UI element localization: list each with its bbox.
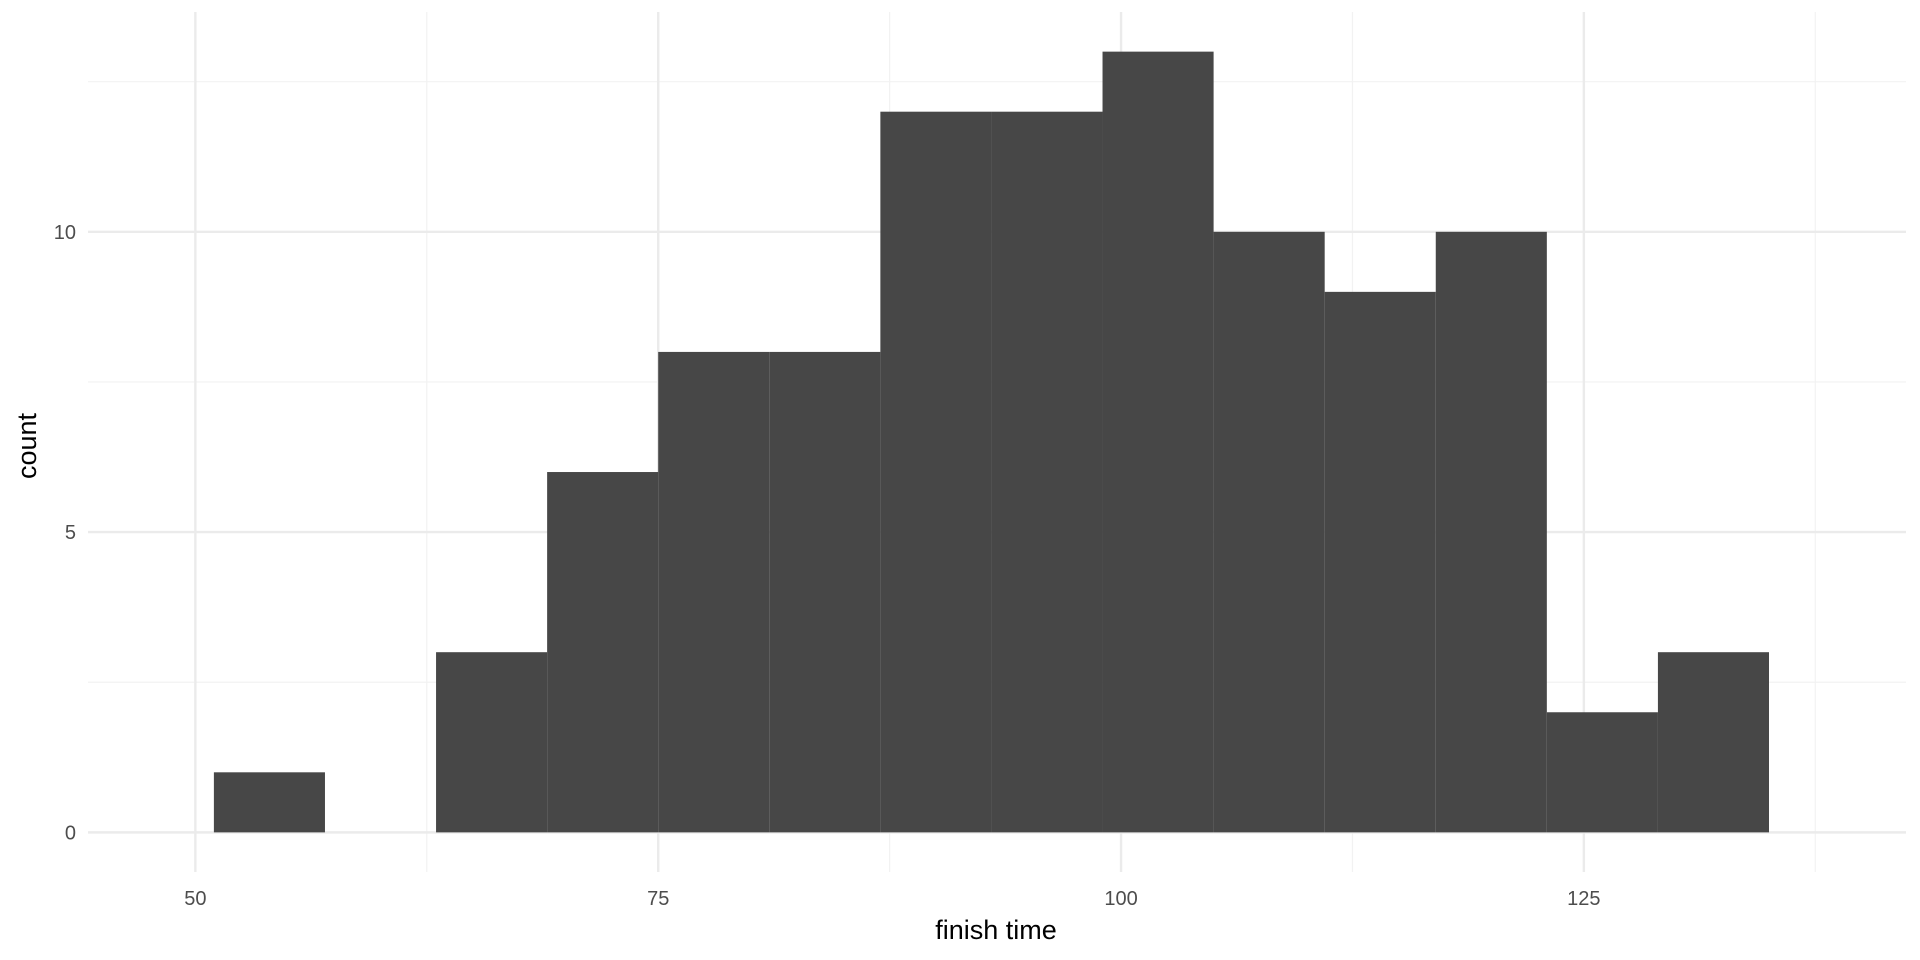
- x-tick-label: 125: [1567, 888, 1600, 910]
- x-tick-label: 100: [1104, 888, 1137, 910]
- y-tick-label: 0: [65, 822, 76, 844]
- histogram-bar: [547, 472, 659, 833]
- histogram-bar: [880, 111, 992, 833]
- histogram-bar: [658, 351, 770, 833]
- y-tick-labels: 0 5 10: [54, 222, 76, 845]
- y-tick-label: 5: [65, 522, 76, 544]
- histogram-bar: [769, 351, 881, 833]
- x-tick-label: 75: [647, 888, 669, 910]
- histogram-bar: [991, 111, 1103, 833]
- histogram-bar: [1102, 51, 1214, 833]
- histogram-bars: [213, 51, 1770, 833]
- histogram-bar: [1435, 231, 1547, 833]
- x-axis-title: finish time: [935, 915, 1057, 945]
- histogram-bar: [1213, 231, 1325, 833]
- histogram-bar: [1657, 652, 1770, 833]
- histogram-bar: [1546, 712, 1658, 833]
- histogram-bar: [1324, 291, 1436, 833]
- histogram-bar: [436, 652, 548, 833]
- x-tick-labels: 50 75 100 125: [184, 888, 1600, 910]
- histogram-bar: [213, 772, 325, 833]
- y-tick-label: 10: [54, 222, 76, 244]
- y-axis-title: count: [12, 412, 42, 479]
- x-tick-label: 50: [184, 888, 206, 910]
